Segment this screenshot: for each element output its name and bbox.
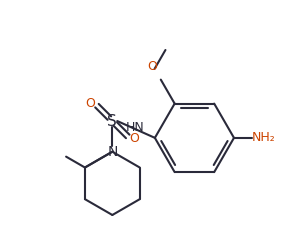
Text: O: O <box>148 60 158 73</box>
Text: NH₂: NH₂ <box>252 131 275 144</box>
Text: O: O <box>85 97 95 110</box>
Text: N: N <box>107 145 118 159</box>
Text: S: S <box>108 114 117 128</box>
Text: HN: HN <box>126 122 145 134</box>
Text: O: O <box>130 132 140 145</box>
